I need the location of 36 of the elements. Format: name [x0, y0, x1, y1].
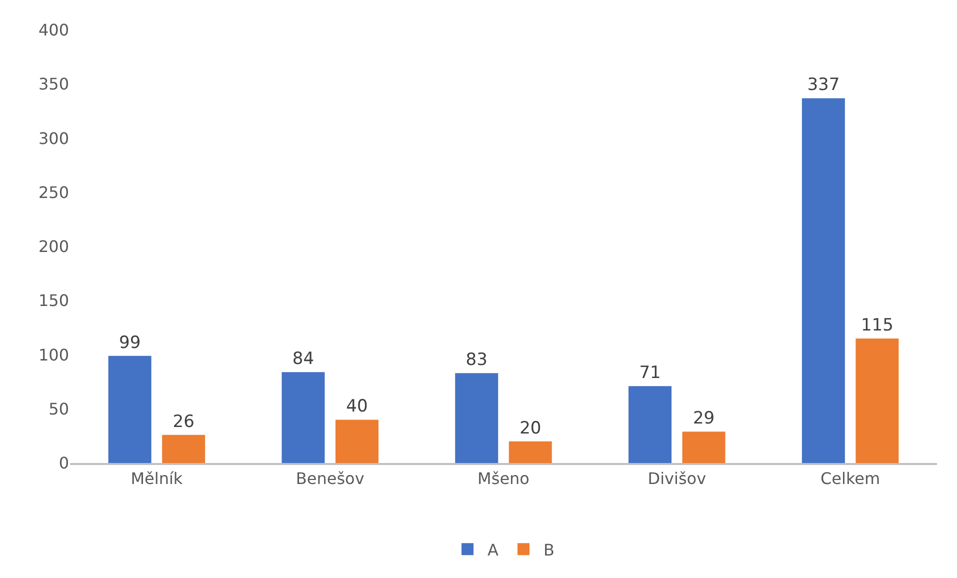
bar	[455, 373, 498, 463]
bar	[628, 386, 672, 463]
y-tick-label: 300	[38, 128, 69, 148]
y-tick-label: 50	[48, 399, 69, 418]
y-tick-label: 100	[38, 345, 69, 364]
bar	[508, 441, 552, 463]
data-label: 337	[807, 75, 840, 96]
y-tick-label: 0	[58, 454, 69, 473]
y-tick-label: 150	[38, 291, 69, 310]
data-label: 115	[860, 316, 894, 336]
data-label: 20	[520, 418, 542, 438]
y-tick-label: 350	[38, 74, 69, 94]
legend-label: B	[544, 540, 554, 560]
x-tick-label: Celkem	[820, 469, 880, 488]
data-label: 26	[172, 412, 194, 432]
data-label: 40	[346, 396, 368, 417]
bar	[856, 338, 899, 463]
bar	[282, 372, 325, 463]
x-tick-label: Divišov	[648, 469, 706, 488]
bar	[802, 98, 845, 463]
y-tick-label: 250	[38, 182, 69, 202]
x-tick-label: Mšeno	[478, 469, 530, 488]
data-label: 71	[639, 363, 661, 384]
bar	[335, 420, 378, 463]
y-tick-label: 400	[38, 20, 69, 40]
bar	[162, 434, 206, 463]
data-label: 29	[692, 408, 715, 429]
data-label: 83	[466, 350, 488, 370]
bar	[108, 356, 152, 463]
data-label: 99	[119, 332, 141, 353]
data-label: 84	[292, 349, 314, 370]
legend-label: A	[488, 540, 498, 560]
y-tick-label: 200	[38, 237, 69, 256]
bar	[682, 432, 726, 463]
x-tick-label: Benešov	[296, 469, 364, 488]
x-tick-label: Mělník	[130, 469, 184, 488]
